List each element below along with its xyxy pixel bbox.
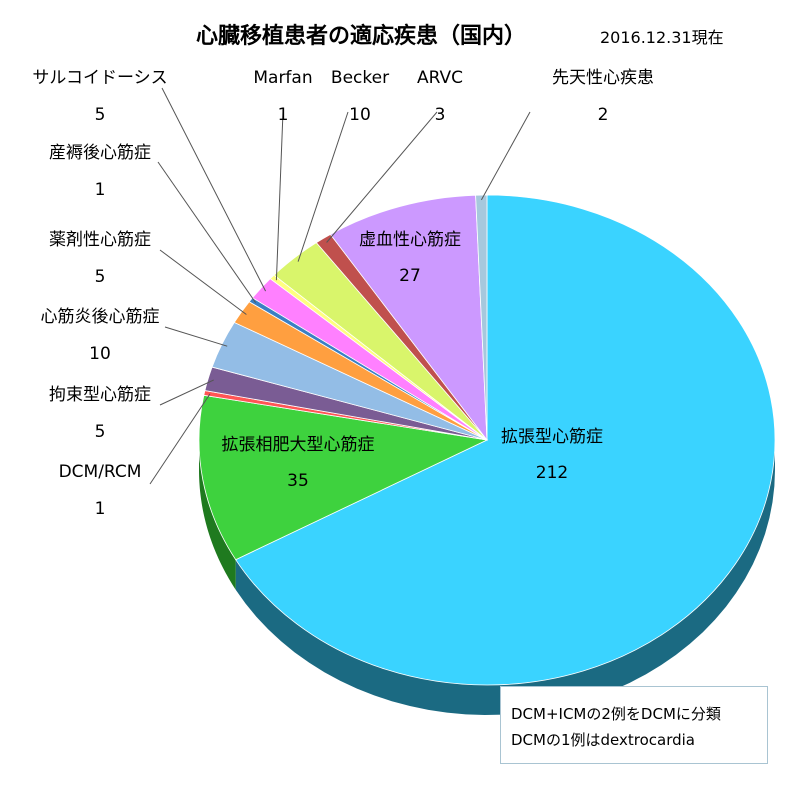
- slice-3-value: 5: [95, 422, 106, 442]
- slice-11-label: 虚血性心筋症: [359, 230, 461, 250]
- slice-12-value: 2: [598, 105, 609, 125]
- note-line-2: DCMの1例はdextrocardia: [511, 731, 695, 749]
- slice-8-leader-line: [275, 111, 284, 281]
- slice-1-label: 拡張相肥大型心筋症: [222, 435, 375, 455]
- slice-10-value: 3: [435, 105, 446, 125]
- chart-as-of-date: 2016.12.31現在: [600, 28, 724, 47]
- slice-9-value: 10: [349, 105, 371, 125]
- slice-4-value: 10: [89, 344, 111, 364]
- slice-9-leader-line: [297, 111, 349, 262]
- slice-9-label: Becker: [331, 68, 389, 88]
- slice-2-value: 1: [95, 499, 106, 519]
- slice-10-label: ARVC: [417, 68, 463, 88]
- note-box: DCM+ICMの2例をDCMに分類 DCMの1例はdextrocardia: [500, 686, 768, 764]
- slice-10-leader-line: [326, 111, 438, 243]
- slice-3-leader-line: [159, 379, 214, 406]
- slice-labels: 拡張型心筋症212拡張相肥大型心筋症35DCM/RCM1拘束型心筋症5心筋炎後心…: [32, 68, 654, 519]
- slice-11-value: 27: [399, 266, 421, 286]
- slice-6-leader-line: [157, 161, 257, 303]
- slice-7-label: サルコイドーシス: [32, 68, 167, 88]
- slice-0-value: 212: [536, 463, 568, 483]
- slice-1-top: [198, 394, 489, 561]
- slice-4-leader-line: [164, 326, 228, 347]
- slice-12-top: [475, 194, 488, 441]
- slice-12-label: 先天性心疾患: [552, 68, 654, 88]
- slice-5-label: 薬剤性心筋症: [49, 230, 151, 250]
- slice-0-top: [235, 194, 776, 686]
- leader-lines: [149, 87, 531, 485]
- slice-7-leader-line: [161, 87, 267, 292]
- slice-2-label: DCM/RCM: [59, 462, 142, 482]
- slice-5-leader-line: [159, 249, 247, 315]
- slice-6-value: 1: [95, 180, 106, 200]
- slice-6-label: 産褥後心筋症: [49, 143, 151, 163]
- slice-12-leader-line: [480, 111, 531, 201]
- slice-4-label: 心筋炎後心筋症: [41, 307, 160, 327]
- slice-2-leader-line: [149, 393, 211, 485]
- slice-1-side: [199, 440, 236, 590]
- slice-7-value: 5: [95, 105, 106, 125]
- chart-title: 心臓移植患者の適応疾患（国内）: [196, 24, 527, 49]
- slice-3-label: 拘束型心筋症: [49, 385, 151, 405]
- slice-1-value: 35: [287, 471, 309, 491]
- slice-8-label: Marfan: [253, 68, 312, 88]
- slice-0-label: 拡張型心筋症: [501, 427, 603, 447]
- pie-slices: [198, 194, 776, 686]
- slice-8-value: 1: [278, 105, 289, 125]
- pie-3d-sides: [199, 440, 775, 715]
- note-line-1: DCM+ICMの2例をDCMに分類: [511, 705, 721, 723]
- slice-5-value: 5: [95, 267, 106, 287]
